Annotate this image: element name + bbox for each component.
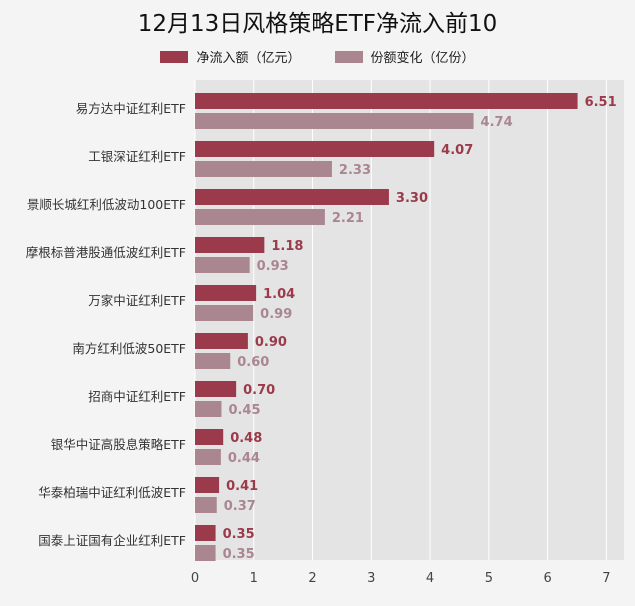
x-tick-label: 5 [485,571,493,586]
data-label-share-change: 4.74 [481,115,513,130]
bar-net-inflow [195,333,248,349]
plot-area [195,80,624,560]
category-label: 招商中证红利ETF [88,389,186,404]
category-label: 摩根标普港股通低波红利ETF [26,245,186,260]
x-tick-label: 1 [250,571,258,586]
legend-item-net-inflow: 净流入额（亿元） [160,47,301,66]
x-tick-label: 6 [543,571,551,586]
bar-net-inflow [195,237,265,253]
legend-swatch-share-change [334,50,363,63]
bar-share-change [195,545,216,561]
bar-net-inflow [195,525,216,541]
category-label: 景顺长城红利低波动100ETF [27,197,186,212]
category-label: 华泰柏瑞中证红利低波ETF [38,485,186,500]
legend-item-share-change: 份额变化（亿份） [334,47,475,66]
x-tick-label: 4 [426,571,434,586]
legend-label-net-inflow: 净流入额（亿元） [196,51,301,66]
data-label-net-inflow: 4.07 [441,143,473,158]
data-label-net-inflow: 0.35 [223,527,255,542]
data-label-share-change: 0.37 [224,499,256,514]
bar-net-inflow [195,285,257,301]
bar-share-change [195,497,217,513]
bar-share-change [195,401,222,417]
data-label-net-inflow: 6.51 [585,95,617,110]
bar-net-inflow [195,93,578,109]
bar-share-change [195,161,332,177]
x-tick-label: 7 [602,571,610,586]
data-label-share-change: 0.93 [257,259,289,274]
data-label-net-inflow: 1.04 [263,287,295,302]
bar-share-change [195,257,250,273]
data-label-share-change: 2.21 [332,211,364,226]
data-label-share-change: 0.60 [237,355,269,370]
category-label: 银华中证高股息策略ETF [51,437,186,452]
bar-net-inflow [195,141,435,157]
category-label: 万家中证红利ETF [88,293,186,308]
category-label: 工银深证红利ETF [88,149,186,164]
category-label: 南方红利低波50ETF [72,341,186,356]
x-tick-label: 3 [367,571,375,586]
data-label-net-inflow: 0.70 [243,383,275,398]
data-label-share-change: 2.33 [339,163,371,178]
x-tick-label: 0 [191,571,199,586]
data-label-share-change: 0.45 [228,403,260,418]
data-label-net-inflow: 0.48 [230,431,262,446]
legend-label-share-change: 份额变化（亿份） [370,51,475,66]
data-label-share-change: 0.99 [260,307,292,322]
bar-net-inflow [195,429,224,445]
bar-share-change [195,305,254,321]
data-label-net-inflow: 3.30 [396,191,428,206]
bar-net-inflow [195,381,237,397]
legend-swatch-net-inflow [160,50,189,63]
data-label-share-change: 0.35 [223,547,255,562]
data-label-net-inflow: 0.41 [226,479,258,494]
bar-net-inflow [195,477,220,493]
bar-share-change [195,353,231,369]
bar-share-change [195,449,221,465]
category-label: 国泰上证国有企业红利ETF [38,533,186,548]
bar-share-change [195,209,325,225]
legend: 净流入额（亿元） 份额变化（亿份） [0,47,635,66]
chart-title: 12月13日风格策略ETF净流入前10 [137,11,498,37]
data-label-share-change: 0.44 [228,451,260,466]
data-label-net-inflow: 0.90 [255,335,287,350]
bar-share-change [195,113,474,129]
category-label: 易方达中证红利ETF [76,101,186,116]
x-tick-label: 2 [308,571,316,586]
data-label-net-inflow: 1.18 [271,239,303,254]
bar-net-inflow [195,189,389,205]
